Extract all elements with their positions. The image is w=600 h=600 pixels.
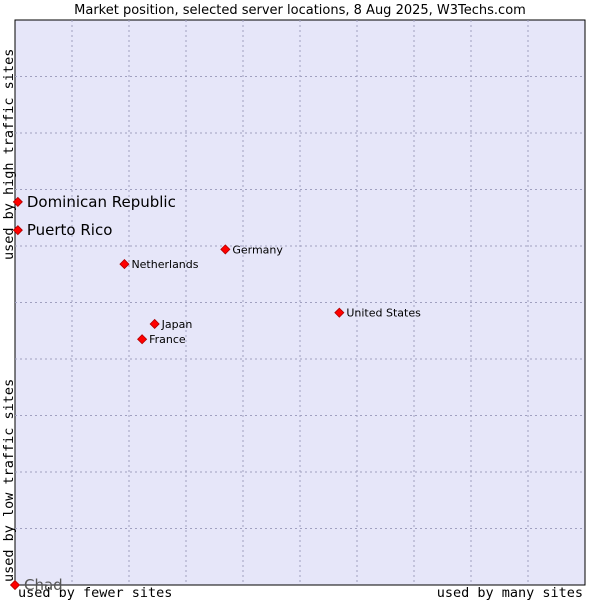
point-marker-france (137, 334, 148, 345)
point-label-japan: Japan (161, 318, 193, 331)
chart-title: Market position, selected server locatio… (74, 3, 526, 18)
point-marker-germany (220, 244, 231, 255)
y-axis-label-high: used by high traffic sites (1, 49, 17, 260)
point-label-france: France (149, 333, 186, 346)
point-marker-united-states (334, 307, 345, 318)
point-label-chad: Chad (24, 576, 63, 594)
point-marker-puerto-rico (12, 225, 23, 236)
grid-lines (15, 20, 585, 585)
data-points: Dominican Republic Puerto Rico Germany Neth… (9, 193, 421, 594)
point-marker-chad (9, 579, 21, 591)
point-label-dominican-republic: Dominican Republic (27, 193, 176, 211)
x-axis-label-low: used by fewer sites (18, 585, 172, 600)
point-marker-japan (149, 318, 160, 330)
x-axis-label-high: used by many sites (437, 585, 583, 600)
point-marker-netherlands (119, 259, 130, 270)
point-label-germany: Germany (232, 243, 283, 256)
y-axis-label-low: used by low traffic sites (1, 379, 17, 582)
point-label-united-states: United States (346, 307, 421, 320)
point-marker-dominican-republic (12, 196, 23, 207)
point-label-puerto-rico: Puerto Rico (27, 221, 113, 239)
point-label-netherlands: Netherlands (131, 258, 198, 271)
